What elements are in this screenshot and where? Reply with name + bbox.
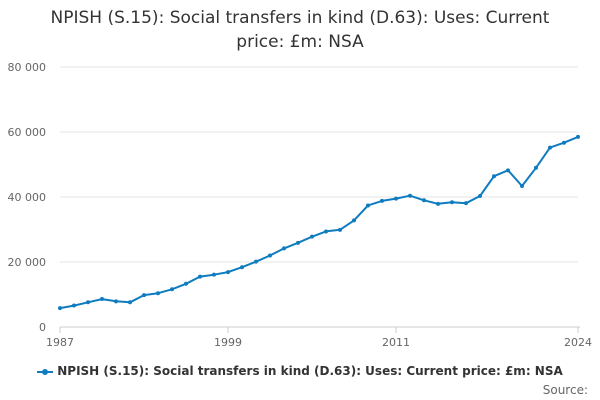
data-point [184,281,188,286]
data-point [282,246,286,251]
chart-title: NPISH (S.15): Social transfers in kind (… [0,6,600,54]
data-point [156,291,160,296]
gridlines [60,66,578,263]
data-point [72,303,76,308]
data-point [310,234,314,239]
x-tick-label: 1987 [46,336,74,349]
legend[interactable]: NPISH (S.15): Social transfers in kind (… [0,364,600,378]
data-point [394,196,398,201]
data-point [338,227,342,232]
data-point [422,198,426,203]
data-point [114,299,118,304]
x-tick-label: 2011 [382,336,410,349]
data-point [352,218,356,223]
source-label: Source: [542,383,588,397]
y-axis: 0 20 000 40 000 60 000 80 000 [8,61,47,334]
data-point [86,300,90,305]
data-point [226,270,230,275]
data-point [450,200,454,205]
x-tick-label: 2024 [564,336,592,349]
data-point [198,274,202,279]
data-point [240,265,244,270]
series-line [59,135,579,310]
x-tick-label: 1999 [214,336,242,349]
data-point [268,253,272,258]
data-point [128,300,132,305]
data-point [408,193,412,198]
data-point [142,293,146,298]
y-tick-label: 40 000 [8,191,47,204]
data-point [506,168,510,173]
series-layer [58,134,580,311]
legend-label: NPISH (S.15): Social transfers in kind (… [57,364,563,378]
data-point [520,183,524,188]
data-point [380,198,384,203]
y-tick-label: 60 000 [8,126,47,139]
data-point [58,306,62,311]
data-point [100,297,104,302]
data-point [534,165,538,170]
data-point [212,272,216,277]
legend-symbol [37,367,54,377]
data-point [464,201,468,206]
x-tick-labels: 1987 1999 2011 2024 [46,336,592,349]
data-point [492,174,496,179]
y-tick-label: 20 000 [8,256,47,269]
data-point [576,134,580,139]
data-point [562,140,566,145]
data-point [170,287,174,292]
chart-title-line-2: price: £m: NSA [236,32,364,52]
data-point [548,145,552,150]
chart-title-line-1: NPISH (S.15): Social transfers in kind (… [50,8,550,28]
data-point [436,201,440,206]
legend-marker [42,368,49,375]
y-tick-label: 0 [39,321,46,334]
data-point [296,240,300,245]
data-point [478,194,482,199]
data-point [366,203,370,208]
x-axis [59,326,580,333]
data-point [324,229,328,234]
y-tick-label: 80 000 [8,61,47,74]
data-point [254,259,258,264]
